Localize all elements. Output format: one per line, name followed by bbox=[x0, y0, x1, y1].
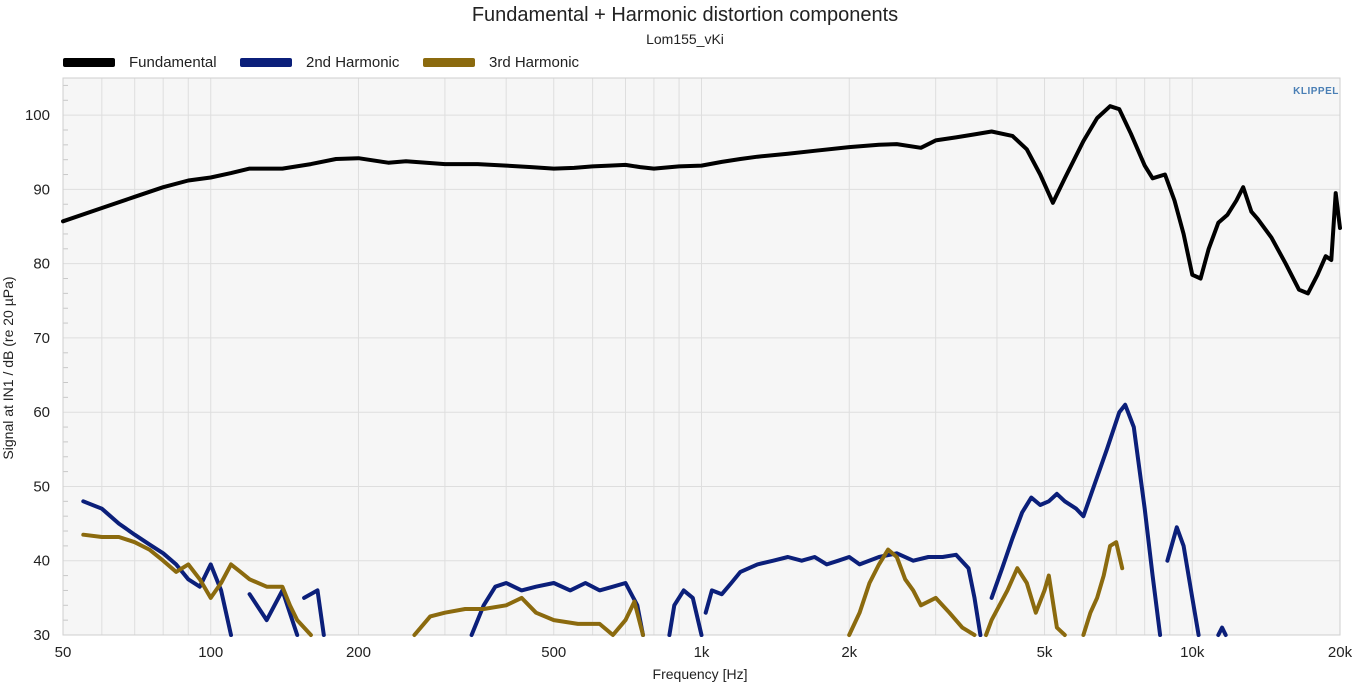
series-line-fundamental bbox=[61, 104, 1342, 296]
series-layer bbox=[61, 104, 1342, 637]
y-tick-label: 80 bbox=[33, 256, 50, 273]
series-line-3rd-harmonic bbox=[81, 532, 1125, 637]
legend-label: 3rd Harmonic bbox=[489, 54, 580, 71]
x-axis-ticks: 50 100 200 500 1k 2k 5k 10k 20k bbox=[55, 644, 1353, 661]
x-tick-label: 10k bbox=[1180, 644, 1205, 661]
chart-title: Fundamental + Harmonic distortion compon… bbox=[472, 4, 898, 26]
y-axis-ticks: 30 40 50 60 70 80 90 100 bbox=[25, 107, 50, 644]
x-tick-label: 200 bbox=[346, 644, 371, 661]
y-tick-label: 70 bbox=[33, 330, 50, 347]
series-line-2nd-harmonic bbox=[81, 402, 1228, 637]
legend: Fundamental 2nd Harmonic 3rd Harmonic bbox=[63, 54, 580, 71]
x-tick-label: 5k bbox=[1037, 644, 1053, 661]
x-tick-label: 50 bbox=[55, 644, 72, 661]
y-tick-label: 40 bbox=[33, 553, 50, 570]
x-tick-label: 100 bbox=[198, 644, 223, 661]
y-tick-label: 50 bbox=[33, 478, 50, 495]
legend-swatch bbox=[63, 58, 115, 67]
plot-grid bbox=[62, 77, 1341, 636]
x-tick-label: 20k bbox=[1328, 644, 1353, 661]
legend-label: 2nd Harmonic bbox=[306, 54, 400, 71]
chart-subtitle: Lom155_vKi bbox=[646, 31, 724, 47]
klippel-watermark: KLIPPEL bbox=[1293, 86, 1339, 97]
y-tick-label: 60 bbox=[33, 404, 50, 421]
y-tick-label: 100 bbox=[25, 107, 50, 124]
x-tick-label: 500 bbox=[541, 644, 566, 661]
legend-swatch bbox=[240, 58, 292, 67]
legend-swatch bbox=[423, 58, 475, 67]
legend-label: Fundamental bbox=[129, 54, 217, 71]
y-axis-label: Signal at IN1 / dB (re 20 µPa) bbox=[0, 276, 16, 459]
y-tick-label: 90 bbox=[33, 181, 50, 198]
x-tick-label: 2k bbox=[841, 644, 857, 661]
y-tick-label: 30 bbox=[33, 627, 50, 644]
x-tick-label: 1k bbox=[694, 644, 710, 661]
x-axis-label: Frequency [Hz] bbox=[653, 666, 748, 682]
